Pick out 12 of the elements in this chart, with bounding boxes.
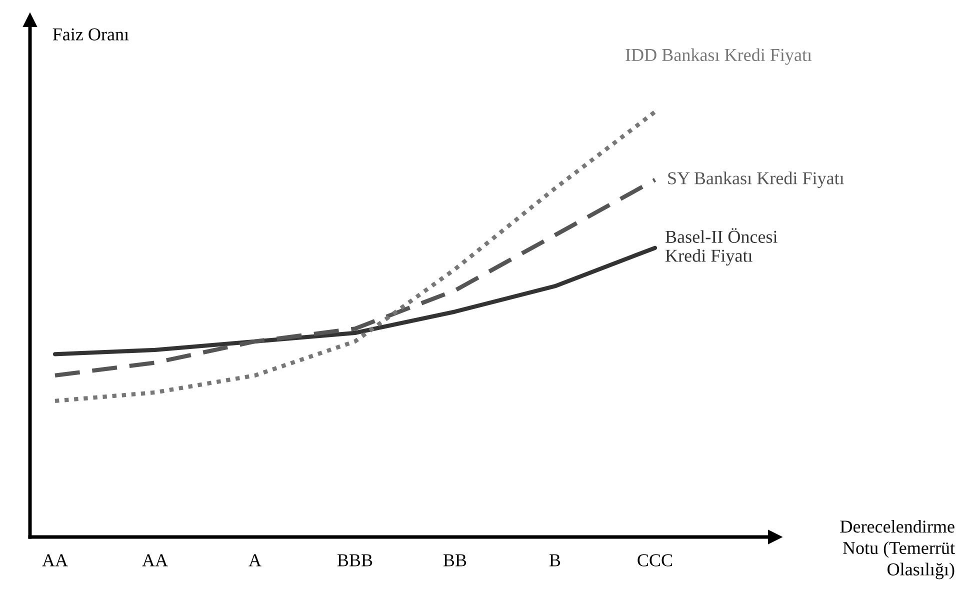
x-tick-label: A	[248, 554, 262, 566]
y-axis-title: Faiz Oranı	[52, 28, 129, 40]
series-label: Basel-II Öncesi Kredi Fiyatı	[666, 228, 778, 266]
x-axis-title: Derecelendirme Notu (Temerrüt Olasılığı)	[840, 520, 955, 580]
text: IDD Bankası Kredi Fiyatı	[626, 48, 812, 65]
x-tick-label: CCC	[638, 554, 672, 566]
x-tick-label: BBB	[337, 554, 372, 566]
series-label: SY Bankası Kredi Fiyatı	[668, 172, 844, 188]
x-tick-label: AA	[142, 554, 168, 566]
x-tick-label: BB	[443, 554, 466, 566]
x-tick-label: AA	[42, 554, 68, 566]
x-tick-label: B	[549, 554, 560, 566]
